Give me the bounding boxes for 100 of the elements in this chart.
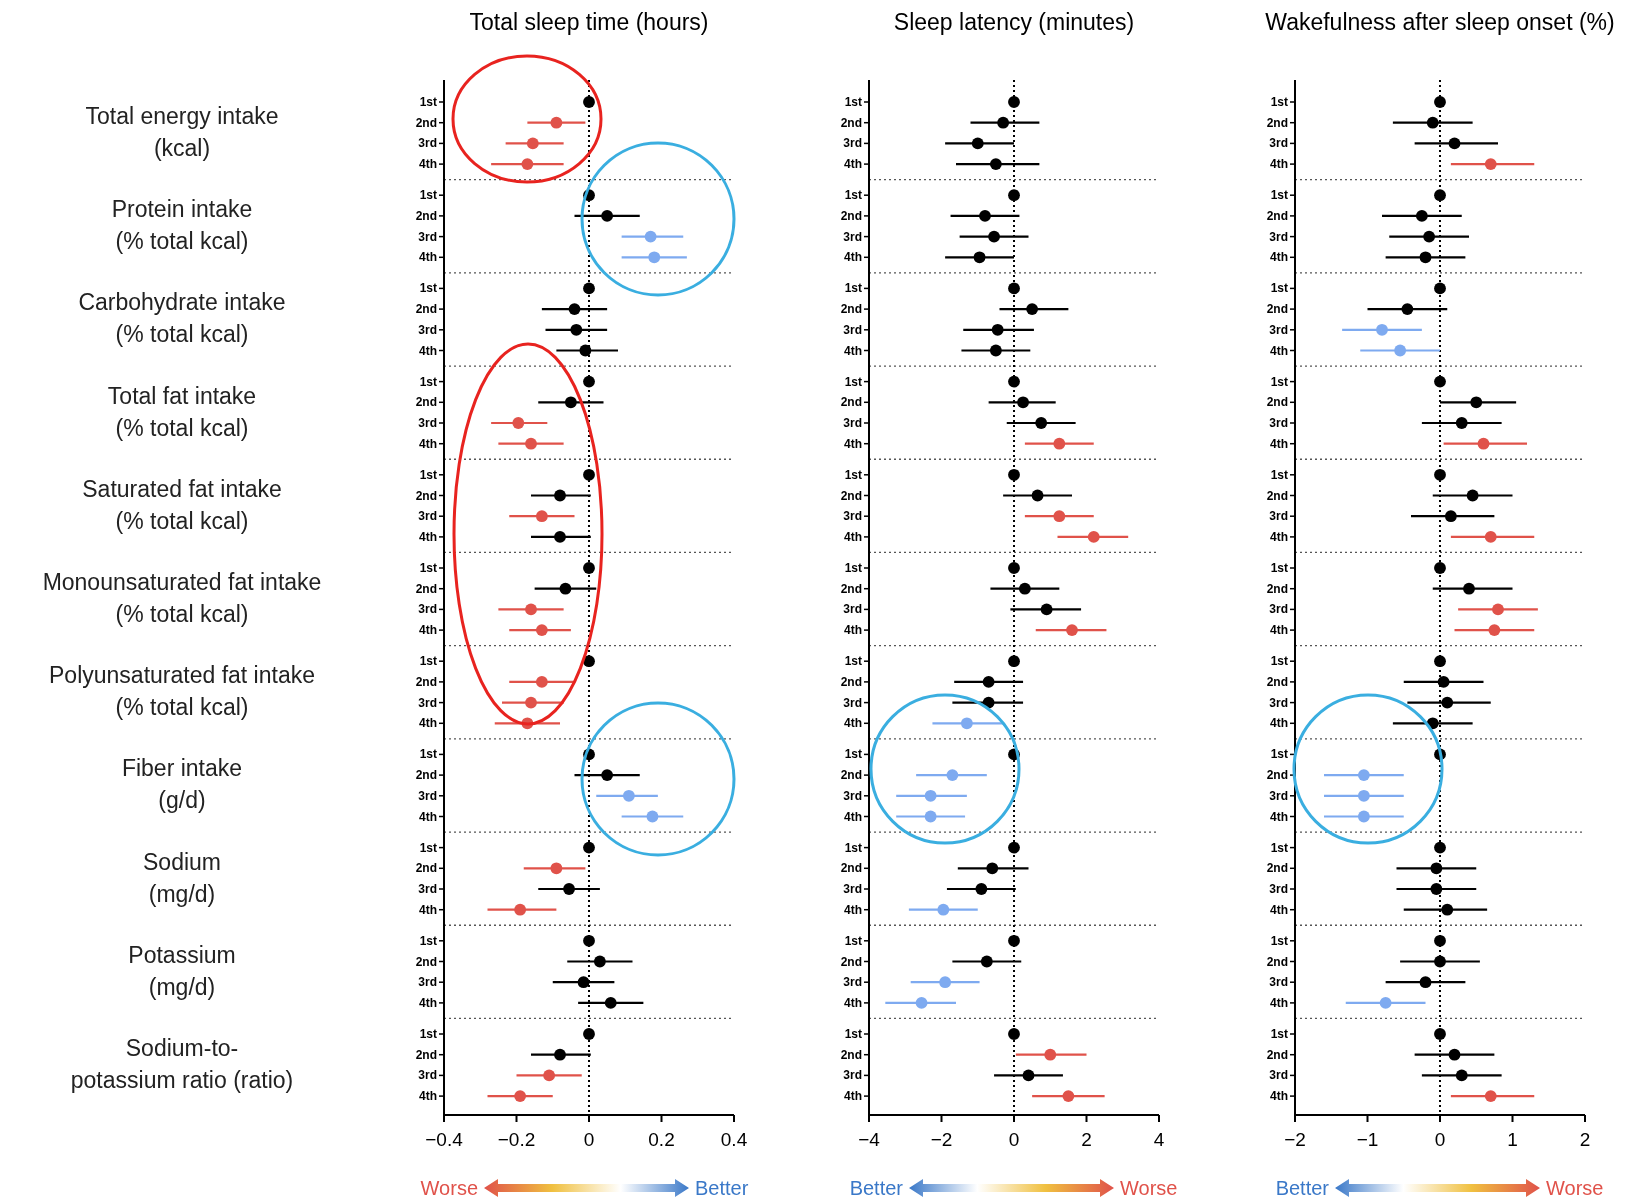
y-tick-label: 1st	[1270, 95, 1288, 109]
y-tick-label: 2nd	[840, 954, 862, 969]
y-tick-label: 4th	[419, 250, 437, 265]
y-tick-label: 2nd	[840, 674, 862, 689]
text: Better	[695, 1177, 749, 1199]
y-tick-label: 4th	[419, 716, 437, 731]
y-tick-label: 3rd	[843, 136, 862, 151]
y-tick-label: 2nd	[1266, 395, 1288, 410]
y-tick-label: 4th	[419, 902, 437, 917]
y-tick-label: 4th	[844, 623, 862, 638]
y-tick-label: 1st	[844, 95, 862, 109]
y-tick-label: 1st	[1270, 654, 1288, 669]
y-tick-label: 3rd	[418, 229, 437, 244]
y-tick-label: 1st	[844, 933, 862, 948]
y-tick-label: 4th	[1270, 157, 1288, 172]
y-tick-label: 4th	[1270, 995, 1288, 1010]
y-tick-label: 1st	[419, 374, 437, 389]
y-tick-label: 1st	[844, 561, 862, 575]
y-tick-label: 3rd	[1269, 695, 1288, 710]
y-tick-label: 1st	[419, 840, 437, 855]
y-tick-label: 3rd	[1269, 229, 1288, 244]
y-tick-label: 2nd	[840, 488, 862, 503]
y-tick-label: 2nd	[840, 302, 862, 317]
y-tick-label: 3rd	[1269, 975, 1288, 990]
y-tick-label: 1st	[419, 1027, 437, 1041]
y-tick-label: 4th	[844, 902, 862, 917]
y-tick-label: 3rd	[418, 1068, 437, 1083]
text: Sodium-to- potassium ratio (ratio)	[70, 1035, 294, 1094]
text: Worse	[420, 1177, 478, 1199]
y-tick-label: 3rd	[1269, 788, 1288, 803]
y-tick-label: 4th	[844, 1089, 862, 1104]
y-tick-label: 4th	[419, 157, 437, 172]
y-tick-label: 1st	[419, 561, 437, 575]
y-tick-label: 4th	[844, 716, 862, 731]
text: Carbohydrate intake (% total kcal)	[78, 289, 286, 348]
y-tick-label: 2nd	[415, 581, 437, 596]
y-tick-label: 2nd	[840, 1047, 862, 1062]
y-tick-label: 1st	[419, 747, 437, 762]
x-tick-label: 2	[1579, 1129, 1591, 1150]
y-tick-label: 3rd	[843, 1068, 862, 1083]
y-tick-label: 1st	[844, 281, 862, 296]
y-tick-label: 2nd	[415, 954, 437, 969]
y-tick-label: 1st	[419, 654, 437, 669]
y-tick-label: 4th	[1270, 1089, 1288, 1104]
text: Total fat intake (% total kcal)	[107, 382, 257, 441]
y-tick-label: 1st	[419, 281, 437, 296]
y-tick-label: 1st	[844, 654, 862, 669]
text: Worse	[1546, 1177, 1604, 1199]
y-tick-label: 3rd	[418, 416, 437, 430]
y-tick-label: 3rd	[843, 322, 862, 337]
y-tick-label: 4th	[1270, 623, 1288, 638]
y-tick-label: 3rd	[1269, 882, 1288, 896]
y-tick-label: 4th	[844, 343, 862, 358]
chart-title: Sleep latency (minutes)	[893, 9, 1135, 35]
y-tick-label: 2nd	[1266, 861, 1288, 876]
y-tick-label: 2nd	[1266, 302, 1288, 317]
y-tick-label: 1st	[1270, 933, 1288, 948]
y-tick-label: 3rd	[1269, 602, 1288, 617]
y-tick-label: 3rd	[1269, 136, 1288, 151]
y-tick-label: 2nd	[415, 674, 437, 689]
y-tick-label: 2nd	[415, 488, 437, 503]
y-tick-label: 2nd	[840, 208, 862, 223]
x-tick-label: −4	[858, 1129, 881, 1150]
chart-title: Wakefulness after sleep onset (%)	[1265, 9, 1615, 35]
y-tick-label: 4th	[844, 529, 862, 544]
y-tick-label: 3rd	[418, 975, 437, 990]
y-tick-label: 3rd	[843, 602, 862, 617]
x-tick-label: 0.2	[648, 1129, 675, 1150]
y-tick-label: 1st	[1270, 281, 1288, 296]
y-tick-label: 1st	[419, 933, 437, 948]
y-tick-label: 2nd	[840, 581, 862, 596]
y-tick-label: 4th	[1270, 902, 1288, 917]
text: Monounsaturated fat intake (% total kcal)	[42, 569, 322, 628]
y-tick-label: 1st	[844, 747, 862, 762]
y-tick-label: 2nd	[1266, 208, 1288, 223]
y-tick-label: 2nd	[840, 768, 862, 783]
text: Worse	[1120, 1177, 1178, 1199]
y-tick-label: 2nd	[1266, 488, 1288, 503]
y-tick-label: 1st	[1270, 188, 1288, 203]
y-tick-label: 4th	[844, 157, 862, 172]
y-tick-label: 4th	[1270, 716, 1288, 731]
y-tick-label: 2nd	[1266, 581, 1288, 596]
text: Fiber intake (g/d)	[121, 755, 243, 814]
y-tick-label: 2nd	[415, 115, 437, 130]
y-tick-label: 2nd	[1266, 674, 1288, 689]
text: Protein intake (% total kcal)	[111, 196, 253, 255]
y-tick-label: 3rd	[843, 509, 862, 524]
y-tick-label: 4th	[419, 436, 437, 451]
x-tick-label: −2	[1284, 1129, 1306, 1150]
y-tick-label: 1st	[419, 95, 437, 109]
y-tick-label: 3rd	[843, 416, 862, 430]
text: Polyunsaturated fat intake (% total kcal)	[49, 662, 315, 721]
y-tick-label: 1st	[844, 1027, 862, 1041]
y-tick-label: 3rd	[418, 788, 437, 803]
y-tick-label: 1st	[1270, 374, 1288, 389]
text: Better	[849, 1177, 904, 1199]
y-tick-label: 3rd	[1269, 1068, 1288, 1083]
y-tick-label: 3rd	[418, 322, 437, 337]
y-tick-label: 1st	[1270, 467, 1288, 482]
y-tick-label: 1st	[844, 374, 862, 389]
